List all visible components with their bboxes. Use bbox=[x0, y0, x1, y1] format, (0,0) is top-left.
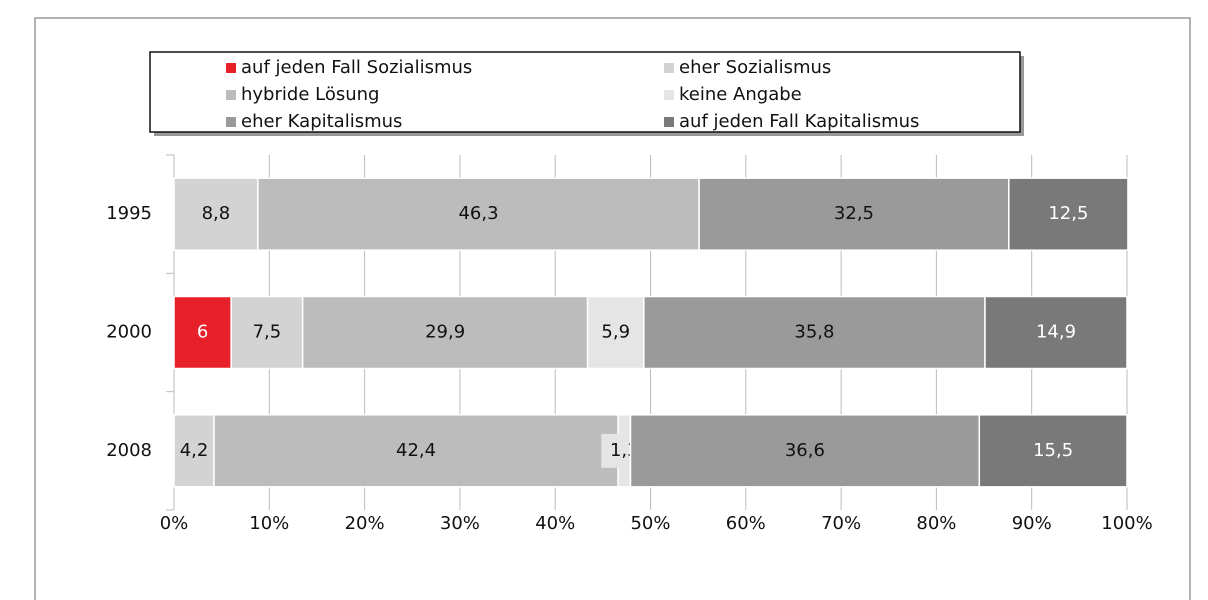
legend-label: keine Angabe bbox=[679, 84, 802, 105]
y-tick-label: 2000 bbox=[106, 322, 152, 343]
value-label: 32,5 bbox=[834, 203, 874, 224]
value-label: 15,5 bbox=[1033, 440, 1073, 461]
legend-swatch bbox=[664, 90, 674, 100]
legend-swatch bbox=[226, 117, 236, 127]
x-tick-label: 20% bbox=[345, 513, 385, 534]
bar-segment bbox=[629, 414, 981, 488]
legend-swatch bbox=[664, 63, 674, 73]
value-label: 14,9 bbox=[1036, 322, 1076, 343]
legend-swatch bbox=[226, 63, 236, 73]
y-tick-label: 1995 bbox=[106, 203, 152, 224]
bar-segment bbox=[698, 177, 1010, 251]
bar-segment bbox=[978, 414, 1128, 488]
value-label: 4,2 bbox=[180, 440, 209, 461]
value-label: 29,9 bbox=[425, 322, 465, 343]
frame bbox=[34, 17, 1191, 600]
value-label: 36,6 bbox=[785, 440, 825, 461]
value-label: 6 bbox=[197, 322, 208, 343]
x-tick-label: 100% bbox=[1101, 513, 1152, 534]
legend-label: auf jeden Fall Kapitalismus bbox=[679, 111, 919, 132]
x-tick-label: 40% bbox=[535, 513, 575, 534]
x-tick-label: 90% bbox=[1012, 513, 1052, 534]
x-tick-label: 0% bbox=[160, 513, 189, 534]
value-label: 42,4 bbox=[396, 440, 436, 461]
legend-label: hybride Lösung bbox=[241, 84, 379, 105]
legend-swatch bbox=[226, 90, 236, 100]
x-tick-label: 50% bbox=[630, 513, 670, 534]
value-label: 7,5 bbox=[253, 322, 282, 343]
bar-segment bbox=[257, 177, 700, 251]
value-label: 35,8 bbox=[794, 322, 834, 343]
value-label: 12,5 bbox=[1048, 203, 1088, 224]
x-tick-label: 30% bbox=[440, 513, 480, 534]
value-label: 8,8 bbox=[202, 203, 231, 224]
x-tick-label: 10% bbox=[249, 513, 289, 534]
x-tick-label: 70% bbox=[821, 513, 861, 534]
value-label: 46,3 bbox=[458, 203, 498, 224]
bar-segment bbox=[230, 295, 304, 370]
bar-segment bbox=[213, 414, 619, 488]
bar-segment bbox=[643, 295, 986, 370]
x-tick-label: 80% bbox=[916, 513, 956, 534]
bar-segment bbox=[586, 295, 645, 370]
legend-label: eher Sozialismus bbox=[679, 57, 831, 78]
x-tick-label: 60% bbox=[726, 513, 766, 534]
legend-box bbox=[149, 51, 1021, 133]
bar-segment bbox=[173, 414, 215, 488]
legend-swatch bbox=[664, 117, 674, 127]
bar-segment bbox=[984, 295, 1128, 370]
bar-segment bbox=[1008, 177, 1129, 251]
value-label: 5,9 bbox=[601, 322, 630, 343]
legend-label: auf jeden Fall Sozialismus bbox=[241, 57, 472, 78]
y-tick-label: 2008 bbox=[106, 440, 152, 461]
legend-label: eher Kapitalismus bbox=[241, 111, 402, 132]
